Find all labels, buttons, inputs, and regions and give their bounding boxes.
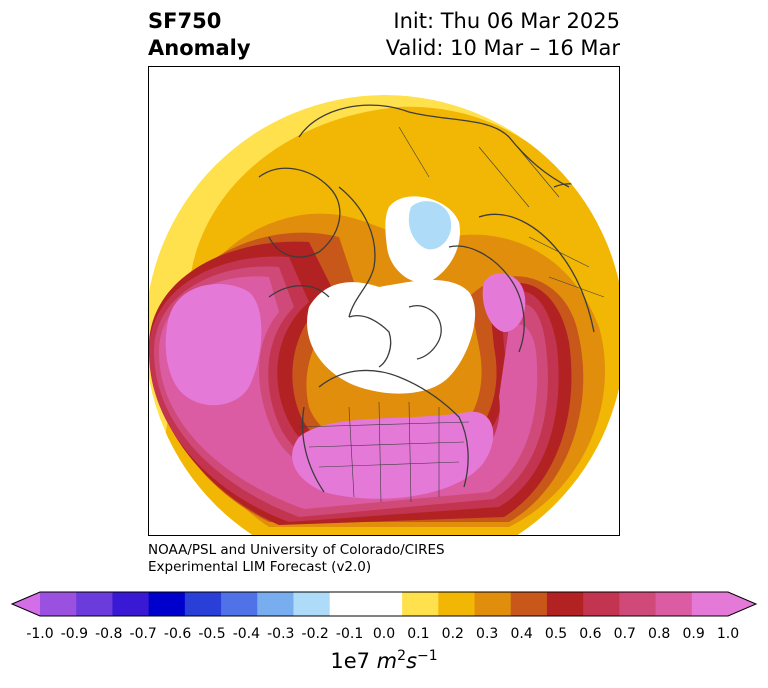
- variable-name: SF750: [148, 9, 222, 33]
- colorbar-tick-label: 0.2: [441, 626, 464, 642]
- unit-s-exponent: −1: [417, 648, 438, 664]
- colorbar-cell: [365, 592, 403, 616]
- colorbar-tick-label: 0.7: [613, 626, 636, 642]
- credit-text: NOAA/PSL and University of Colorado/CIRE…: [148, 542, 445, 576]
- colorbar: [10, 591, 758, 617]
- colorbar-cell: [40, 592, 77, 616]
- colorbar-over-arrow: [728, 592, 756, 616]
- colorbar-cell: [184, 592, 222, 616]
- colorbar-tick-label: -0.5: [198, 626, 226, 642]
- init-date: Init: Thu 06 Mar 2025: [393, 9, 620, 33]
- colorbar-tick-label: 0.9: [682, 626, 705, 642]
- anomaly-max-north-america: [292, 411, 494, 499]
- colorbar-cell: [474, 592, 512, 616]
- unit-m: m: [376, 649, 398, 673]
- colorbar-cell: [619, 592, 657, 616]
- colorbar-tick-label: -0.4: [232, 626, 261, 642]
- colorbar-cell: [112, 592, 150, 616]
- colorbar-cell: [221, 592, 258, 616]
- colorbar-cell: [76, 592, 113, 616]
- anomaly-max-pacific: [165, 284, 262, 406]
- anomaly-map: [149, 95, 619, 535]
- colorbar-tick-label: 0.6: [579, 626, 602, 642]
- unit-prefix: 1e7: [330, 649, 370, 673]
- colorbar-tick-label: -0.9: [60, 626, 89, 642]
- colorbar-tick-label: -0.6: [163, 626, 192, 642]
- anomaly-max-atlantic: [482, 273, 526, 332]
- colorbar-cell: [257, 592, 294, 616]
- field-kind: Anomaly: [148, 36, 251, 60]
- colorbar-tick-label: -0.3: [267, 626, 295, 642]
- country-borders: [298, 126, 605, 503]
- colorbar-cell: [510, 592, 548, 616]
- colorbar-tick-label: -0.7: [129, 626, 157, 642]
- colorbar-tick-label: 0.4: [510, 626, 533, 642]
- chart-title-right: Init: Thu 06 Mar 2025 Valid: 10 Mar – 16…: [386, 8, 620, 62]
- valid-range: Valid: 10 Mar – 16 Mar: [385, 36, 620, 60]
- colorbar-cell: [583, 592, 620, 616]
- colorbar-tick-label: 1.0: [716, 626, 740, 642]
- colorbar-tick-label: 0.1: [407, 626, 430, 642]
- colorbar-cell: [691, 592, 729, 616]
- map-panel: [148, 66, 620, 536]
- colorbar-cell: [293, 592, 331, 616]
- credit-line-2: Experimental LIM Forecast (v2.0): [148, 559, 372, 575]
- colorbar-tick-label: -0.2: [301, 626, 329, 642]
- colorbar-cell: [148, 592, 186, 616]
- colorbar-tick-label: 0.5: [544, 626, 568, 642]
- colorbar-tick-label: -1.0: [26, 626, 54, 642]
- colorbar-tick-label: 0.3: [476, 626, 499, 642]
- colorbar-tick-labels: -1.0 -0.9 -0.8 -0.7 -0.6 -0.5 -0.4 -0.3 -0.2 -0.1…: [0, 626, 768, 644]
- colorbar-unit-label: 1e7 m2s−1: [0, 648, 768, 673]
- colorbar-cell: [438, 592, 476, 616]
- credit-line-1: NOAA/PSL and University of Colorado/CIRE…: [148, 542, 445, 558]
- colorbar-tick-label: 0.8: [648, 626, 671, 642]
- negative-anomaly-siberia: [408, 201, 452, 250]
- colorbar-cell: [329, 592, 367, 616]
- colorbar-tick-label: -0.8: [95, 626, 123, 642]
- colorbar-cell: [402, 592, 439, 616]
- colorbar-under-arrow: [12, 592, 40, 616]
- chart-title-left: SF750 Anomaly: [148, 8, 251, 62]
- colorbar-cell: [546, 592, 584, 616]
- colorbar-cell: [655, 592, 693, 616]
- unit-m-exponent: 2: [397, 648, 407, 664]
- unit-s: s: [406, 649, 418, 673]
- anomaly-near-zero-core: [307, 280, 476, 394]
- colorbar-tick-label: -0.1: [335, 626, 364, 642]
- colorbar-tick-label: 0.0: [372, 626, 396, 642]
